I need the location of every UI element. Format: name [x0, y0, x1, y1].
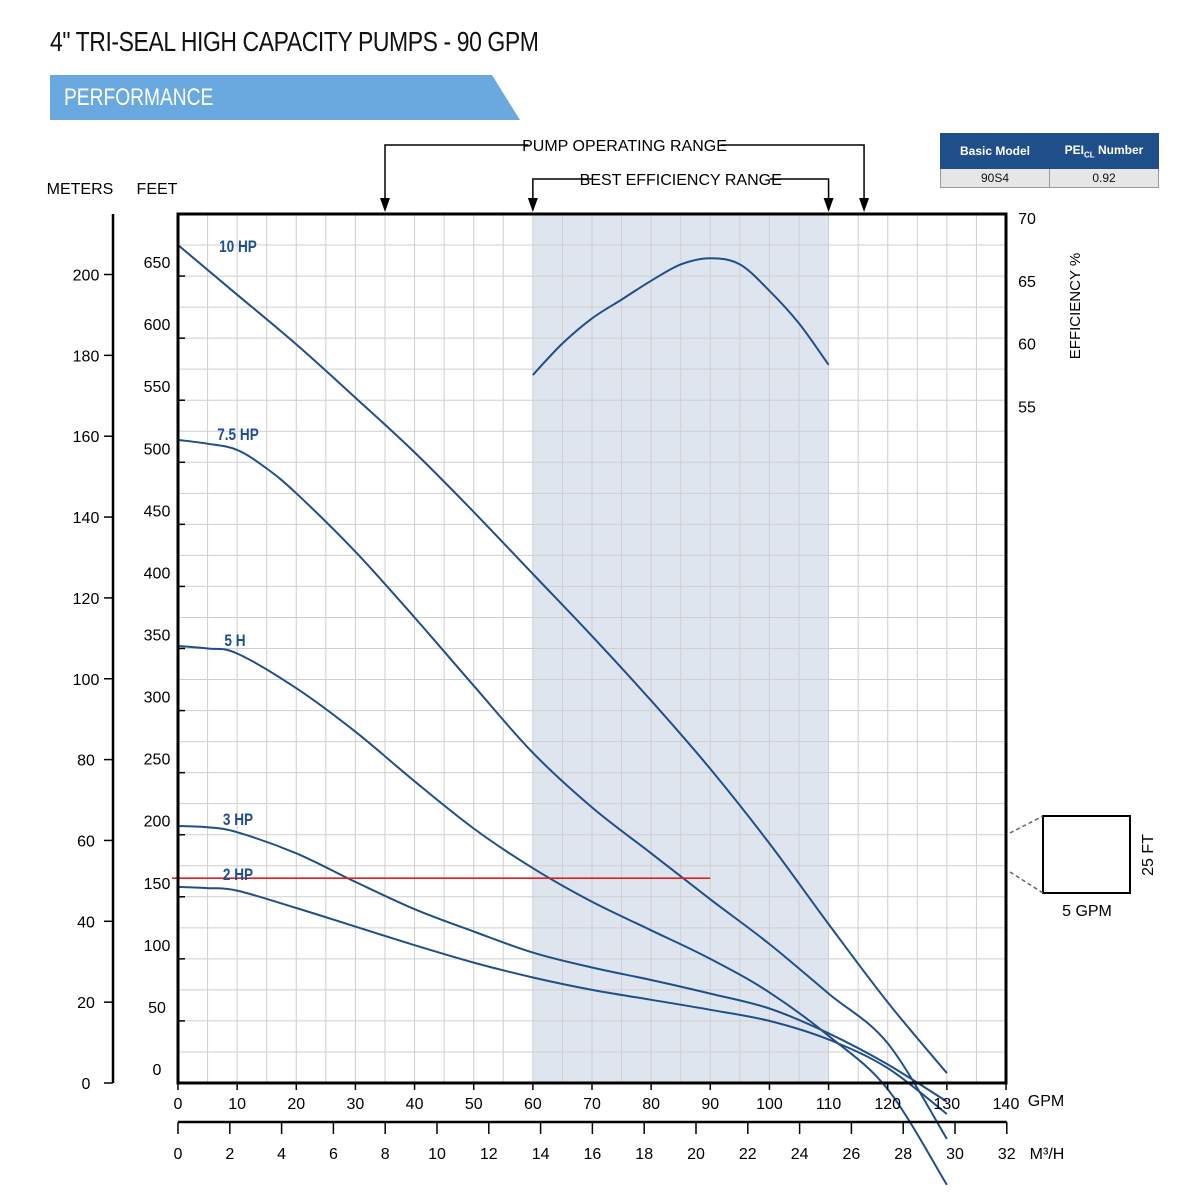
gpm-tick-label: 110	[816, 1096, 842, 1113]
gpm-tick-label: 10	[228, 1096, 246, 1113]
efficiency-tick-label: 60	[1018, 337, 1036, 354]
feet-tick-label: 500	[144, 441, 171, 458]
pump-operating-range-arrow-left	[380, 198, 390, 212]
scale-box-connector-bottom	[1009, 871, 1044, 894]
meters-tick-label: 180	[73, 348, 100, 365]
feet-tick-label: 650	[144, 255, 171, 272]
page-title: 4" TRI-SEAL HIGH CAPACITY PUMPS - 90 GPM	[50, 26, 539, 57]
best-efficiency-range-arrow-right	[823, 198, 834, 212]
gpm-tick-label: 40	[406, 1096, 424, 1113]
curve-10hp-label: 10 HP	[219, 238, 257, 257]
m3h-tick-label: 8	[381, 1146, 390, 1163]
m3h-tick-label: 0	[174, 1146, 183, 1163]
meters-tick-label: 120	[73, 591, 100, 608]
pei-header-sub: CL	[1083, 150, 1095, 160]
feet-tick-label: 300	[144, 690, 171, 707]
m3h-tick-label: 30	[946, 1146, 964, 1163]
gpm-tick-label: 130	[934, 1096, 961, 1113]
pei-header-number-label: Number	[1098, 142, 1144, 157]
feet-tick-label: 50	[148, 1000, 166, 1017]
gpm-tick-label: 50	[465, 1096, 483, 1113]
feet-tick-label: 100	[144, 938, 171, 955]
feet-tick-label: 150	[144, 876, 171, 893]
gpm-tick-label: 80	[642, 1096, 660, 1113]
pei-model-value: 90S4	[940, 168, 1050, 188]
pump-operating-range-label: PUMP OPERATING RANGE	[522, 138, 727, 155]
gpm-tick-label: 120	[874, 1096, 901, 1113]
meters-tick-label: 60	[77, 833, 95, 850]
gpm-tick-label: 30	[347, 1096, 365, 1113]
feet-tick-label: 250	[144, 752, 171, 769]
feet-axis-label: FEET	[137, 181, 178, 198]
feet-tick-label: 400	[144, 565, 171, 582]
m3h-tick-label: 28	[894, 1146, 912, 1163]
meters-tick-label: 0	[82, 1076, 91, 1093]
m3h-tick-label: 20	[687, 1146, 705, 1163]
efficiency-tick-label: 55	[1018, 399, 1036, 416]
curve-3hp	[177, 825, 948, 1103]
m3h-tick-label: 4	[277, 1146, 286, 1163]
meters-tick-label: 80	[77, 753, 95, 770]
scale-box-connector-top	[1009, 815, 1044, 834]
efficiency-tick-label: 70	[1018, 211, 1036, 228]
pump-operating-range-bracket-left	[384, 144, 529, 210]
m3h-tick-label: 32	[998, 1146, 1016, 1163]
gpm-tick-label: 60	[524, 1096, 542, 1113]
meters-axis-label: METERS	[47, 181, 114, 198]
gpm-tick-label: 20	[287, 1096, 305, 1113]
m3h-tick-label: 6	[329, 1146, 338, 1163]
scale-box	[1042, 815, 1131, 894]
efficiency-axis-label: EFFICIENCY %	[1067, 253, 1084, 359]
pei-number-value: 0.92	[1049, 168, 1159, 188]
curve-7-5hp-label: 7.5 HP	[217, 426, 259, 445]
m3h-tick-label: 2	[225, 1146, 234, 1163]
pei-table: Basic Model PEICL Number 90S4 0.92	[940, 133, 1159, 188]
curve-2hp	[177, 885, 948, 1115]
pei-header-pei: PEI	[1064, 142, 1084, 157]
pump-operating-range-arrow-right	[859, 198, 870, 212]
best-efficiency-range-arrow-left	[527, 198, 538, 212]
section-banner: PERFORMANCE	[50, 75, 520, 120]
meters-tick-label: 140	[73, 510, 100, 527]
gpm-tick-label: 70	[583, 1096, 601, 1113]
m3h-tick-label: 10	[428, 1146, 446, 1163]
curve-10hp	[177, 244, 948, 1074]
feet-tick-label: 200	[144, 814, 171, 831]
best-efficiency-range-label: BEST EFFICIENCY RANGE	[580, 172, 782, 189]
m3h-tick-label: 18	[635, 1146, 653, 1163]
meters-tick-label: 160	[73, 429, 100, 446]
curve-5h-label: 5 H	[224, 632, 245, 651]
scale-box-height-label: 25 FT	[1140, 834, 1157, 876]
efficiency-curve	[532, 257, 830, 376]
feet-tick-label: 550	[144, 379, 171, 396]
gpm-tick-label: 0	[174, 1096, 183, 1113]
m3h-axis-label: M³/H	[1030, 1146, 1065, 1163]
m3h-tick-label: 22	[739, 1146, 757, 1163]
meters-tick-label: 40	[77, 914, 95, 931]
feet-tick-label: 0	[153, 1062, 162, 1079]
gpm-tick-label: 90	[701, 1096, 719, 1113]
curve-3hp-label: 3 HP	[223, 811, 253, 830]
meters-tick-label: 20	[77, 995, 95, 1012]
meters-tick-label: 200	[73, 268, 100, 285]
section-label: PERFORMANCE	[64, 84, 214, 111]
pump-operating-range-bracket-right	[720, 144, 865, 210]
m3h-tick-label: 26	[843, 1146, 861, 1163]
meters-tick-label: 100	[73, 672, 100, 689]
curve-2hp-label: 2 HP	[223, 866, 253, 885]
gpm-tick-label: 140	[993, 1096, 1020, 1113]
m3h-tick-label: 14	[532, 1146, 550, 1163]
gpm-tick-label: 100	[756, 1096, 783, 1113]
m3h-tick-label: 24	[791, 1146, 809, 1163]
scale-box-width-label: 5 GPM	[1062, 903, 1112, 920]
efficiency-tick-label: 65	[1018, 274, 1036, 291]
m3h-tick-label: 12	[480, 1146, 498, 1163]
feet-tick-label: 600	[144, 317, 171, 334]
feet-tick-label: 350	[144, 628, 171, 645]
feet-tick-label: 450	[144, 503, 171, 520]
m3h-tick-label: 16	[584, 1146, 602, 1163]
gpm-axis-label: GPM	[1028, 1093, 1064, 1110]
curve-7-5hp	[177, 438, 948, 1140]
